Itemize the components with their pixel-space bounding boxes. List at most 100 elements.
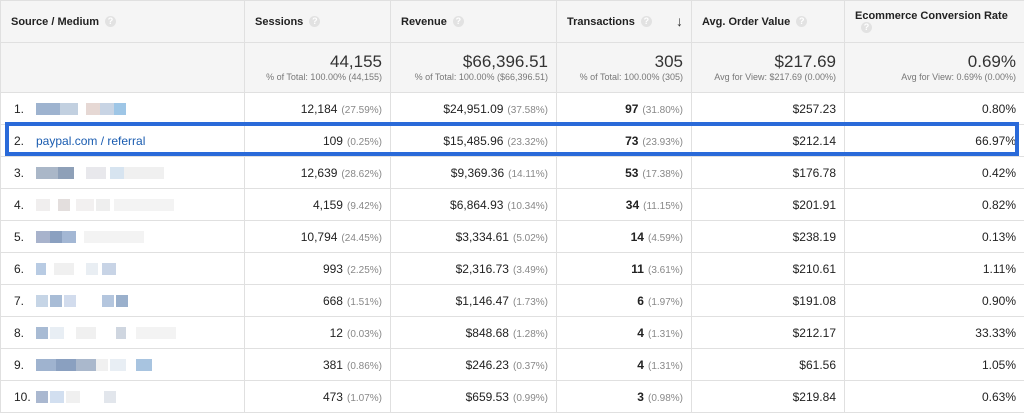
sessions-cell: 668 (1.51%) (244, 284, 391, 317)
revenue-cell-percent: (23.32%) (507, 136, 548, 148)
column-header-transactions[interactable]: Transactions? ↓ (556, 0, 692, 43)
redaction-block (36, 391, 48, 404)
source-medium-cell[interactable]: 9. (0, 348, 245, 381)
totals-aov: $217.69 Avg for View: $217.69 (0.00%) (691, 42, 845, 93)
question-mark-icon[interactable]: ? (309, 16, 321, 28)
revenue-cell: $1,146.47 (1.73%) (390, 284, 557, 317)
redacted-source-blur (36, 391, 116, 404)
revenue-cell-value: $246.23 (465, 357, 509, 372)
revenue-cell-value: $848.68 (465, 325, 509, 340)
source-medium-link[interactable]: paypal.com / referral (36, 133, 146, 148)
source-medium-cell[interactable]: 7. (0, 284, 245, 317)
revenue-cell-percent: (37.58%) (507, 104, 548, 116)
revenue-cell: $9,369.36 (14.11%) (390, 156, 557, 189)
row-index: 5. (14, 229, 25, 244)
revenue-cell: $24,951.09 (37.58%) (390, 92, 557, 125)
aov-cell-value: $191.08 (792, 293, 836, 308)
table-row[interactable]: 2. paypal.com / referral 109 (0.25%) $15,485… (0, 124, 1024, 157)
arrow-down-icon[interactable]: ↓ (676, 13, 683, 29)
revenue-cell-value: $2,316.73 (455, 261, 509, 276)
conversion-cell: 33.33% (844, 316, 1024, 349)
conversion-cell-value: 1.05% (981, 357, 1016, 372)
aov-cell-value: $201.91 (792, 197, 836, 212)
column-header-sessions[interactable]: Sessions? (244, 0, 391, 43)
aov-cell-value: $238.19 (792, 229, 836, 244)
revenue-cell: $3,334.61 (5.02%) (390, 220, 557, 253)
conversion-cell-value: 0.63% (981, 389, 1016, 404)
table-row[interactable]: 7. 668 (1.51%) $1,146.47 (1.73%) 6 (1.97%) $191… (0, 284, 1024, 317)
revenue-cell: $15,485.96 (23.32%) (390, 124, 557, 157)
transactions-cell: 73 (23.93%) (556, 124, 692, 157)
question-mark-icon[interactable]: ? (105, 16, 117, 28)
source-medium-cell[interactable]: 4. (0, 188, 245, 221)
table-row[interactable]: 6. 993 (2.25%) $2,316.73 (3.49%) 11 (3.61%) $21… (0, 252, 1024, 285)
transactions-cell-value: 73 (625, 133, 639, 148)
source-medium-cell[interactable]: 2. paypal.com / referral (0, 124, 245, 157)
sessions-cell-value: 473 (322, 389, 343, 404)
aov-cell: $201.91 (691, 188, 845, 221)
revenue-cell-percent: (3.49%) (512, 264, 548, 276)
header-row: Source / Medium? Sessions? Revenue? Tran… (0, 0, 1024, 43)
column-header-source-medium[interactable]: Source / Medium? (0, 0, 245, 43)
redaction-block (58, 167, 74, 180)
table-row[interactable]: 4. 4,159 (9.42%) $6,864.93 (10.34%) 34 (11.15%… (0, 188, 1024, 221)
source-medium-cell[interactable]: 3. (0, 156, 245, 189)
sessions-cell-percent: (1.07%) (346, 392, 382, 404)
aov-cell: $219.84 (691, 380, 845, 413)
question-mark-icon[interactable]: ? (861, 22, 872, 34)
aov-cell: $210.61 (691, 252, 845, 285)
column-header-conversion-rate[interactable]: Ecommerce Conversion Rate? (844, 0, 1024, 43)
redaction-block (50, 327, 64, 340)
conversion-cell: 0.82% (844, 188, 1024, 221)
sessions-cell-percent: (1.51%) (346, 296, 382, 308)
aov-cell-value: $212.17 (792, 325, 836, 340)
redaction-block (114, 199, 174, 212)
source-medium-cell[interactable]: 6. (0, 252, 245, 285)
question-mark-icon[interactable]: ? (796, 16, 808, 28)
table-row[interactable]: 9. 381 (0.86%) $246.23 (0.37%) 4 (1.31%) $61.56… (0, 348, 1024, 381)
revenue-cell: $659.53 (0.99%) (390, 380, 557, 413)
sessions-cell-value: 381 (322, 357, 343, 372)
redaction-block (54, 263, 74, 276)
table-row[interactable]: 1. 12,184 (27.59%) $24,951.09 (37.58%) 97 (31.… (0, 92, 1024, 125)
sessions-cell: 109 (0.25%) (244, 124, 391, 157)
source-medium-cell[interactable]: 5. (0, 220, 245, 253)
sessions-cell-value: 109 (322, 133, 343, 148)
table-row[interactable]: 10. 473 (1.07%) $659.53 (0.99%) 3 (0.98%) $219.… (0, 380, 1024, 413)
redaction-block (60, 103, 78, 116)
sessions-cell: 12 (0.03%) (244, 316, 391, 349)
transactions-cell-value: 11 (631, 261, 644, 276)
sessions-cell-percent: (28.62%) (341, 168, 382, 180)
transactions-cell-value: 3 (637, 389, 644, 404)
totals-transactions: 305% of Total: 100.00% (305) (556, 42, 692, 93)
transactions-cell-value: 4 (637, 357, 644, 372)
table-row[interactable]: 3. 12,639 (28.62%) $9,369.36 (14.11%) 53 (17.3… (0, 156, 1024, 189)
question-mark-icon[interactable]: ? (452, 16, 464, 28)
source-medium-cell[interactable]: 1. (0, 92, 245, 125)
revenue-cell-value: $6,864.93 (450, 197, 504, 212)
question-mark-icon[interactable]: ? (640, 16, 652, 28)
table-row[interactable]: 8. 12 (0.03%) $848.68 (1.28%) 4 (1.31%) $212.17… (0, 316, 1024, 349)
transactions-cell-percent: (17.38%) (642, 168, 683, 180)
redaction-block (124, 167, 164, 180)
revenue-cell-percent: (5.02%) (512, 232, 548, 244)
source-medium-cell[interactable]: 8. (0, 316, 245, 349)
sessions-cell: 993 (2.25%) (244, 252, 391, 285)
conversion-cell: 0.63% (844, 380, 1024, 413)
column-header-revenue[interactable]: Revenue? (390, 0, 557, 43)
column-label: Revenue (401, 15, 447, 28)
row-index: 8. (14, 325, 25, 340)
sessions-cell: 473 (1.07%) (244, 380, 391, 413)
source-medium-cell[interactable]: 10. (0, 380, 245, 413)
redaction-block (136, 359, 152, 372)
redaction-block (96, 359, 108, 372)
table-row[interactable]: 5. 10,794 (24.45%) $3,334.61 (5.02%) 14 (4.59%… (0, 220, 1024, 253)
sessions-cell-percent: (0.25%) (346, 136, 382, 148)
column-label: Source / Medium (11, 15, 100, 28)
aov-cell: $212.17 (691, 316, 845, 349)
redaction-block (110, 359, 126, 372)
conversion-cell-value: 1.11% (982, 261, 1016, 276)
aov-cell: $238.19 (691, 220, 845, 253)
column-header-avg-order-value[interactable]: Avg. Order Value? (691, 0, 845, 43)
conversion-cell-value: 66.97% (975, 133, 1016, 148)
